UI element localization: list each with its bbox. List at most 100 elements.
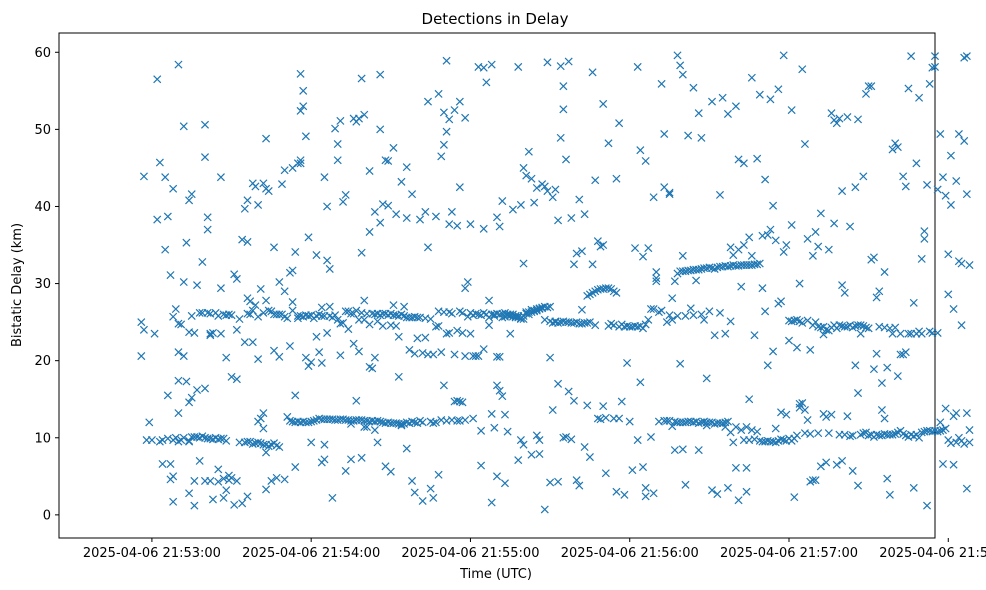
detection-point <box>792 343 801 352</box>
detection-point <box>264 306 273 315</box>
detection-point <box>668 422 677 431</box>
detection-point <box>535 436 544 445</box>
detection-point <box>341 466 350 475</box>
detection-point <box>774 85 783 94</box>
detection-point <box>612 288 621 297</box>
detection-point <box>808 476 817 485</box>
detection-point <box>548 193 557 202</box>
detection-point <box>769 201 778 210</box>
detection-point <box>291 247 300 256</box>
detection-point <box>755 90 764 99</box>
detection-point <box>739 159 748 168</box>
detection-point <box>442 329 451 338</box>
detection-point <box>219 474 228 483</box>
detection-point <box>254 355 263 364</box>
detection-point <box>938 459 947 469</box>
detection-point <box>543 303 552 312</box>
detection-point <box>482 78 491 87</box>
detection-point <box>323 328 332 337</box>
detection-point <box>392 321 401 331</box>
detection-point <box>139 325 148 334</box>
detection-point <box>458 398 467 407</box>
detection-point <box>169 497 178 506</box>
detection-point <box>506 329 515 338</box>
detection-point <box>384 156 393 166</box>
detection-point <box>423 97 433 106</box>
detection-point <box>174 348 183 357</box>
detection-point <box>835 114 844 123</box>
detection-point <box>304 233 313 242</box>
detection-point <box>166 271 175 280</box>
detection-point <box>814 242 823 251</box>
detection-point <box>532 183 541 192</box>
detection-point <box>190 501 199 510</box>
detection-point <box>203 213 212 222</box>
x-tick-label: 2025-04-06 21:58:00 <box>879 546 986 561</box>
detection-point <box>843 412 852 421</box>
detection-point <box>816 462 825 471</box>
detection-point <box>304 311 313 320</box>
y-tick-label: 40 <box>34 200 51 215</box>
detection-point <box>670 446 679 455</box>
detection-point <box>222 486 231 495</box>
detection-point <box>492 381 502 390</box>
detection-point <box>915 433 924 442</box>
detection-point <box>615 119 624 128</box>
detection-point <box>365 227 374 236</box>
detection-point <box>543 187 552 196</box>
detection-point <box>535 449 544 458</box>
detection-point <box>721 329 730 338</box>
detection-point <box>856 321 865 330</box>
detection-point <box>402 444 411 453</box>
detection-point <box>349 339 358 348</box>
detection-point <box>370 426 379 435</box>
detection-point <box>723 109 732 118</box>
detection-point <box>840 288 849 297</box>
detection-point <box>795 279 804 288</box>
detection-point <box>357 453 366 462</box>
detection-point <box>604 139 613 148</box>
detection-point <box>259 440 268 449</box>
detection-point <box>153 75 162 84</box>
detection-point <box>365 320 374 329</box>
detection-point <box>516 200 525 209</box>
detection-point <box>949 304 958 314</box>
x-axis-label: Time (UTC) <box>459 567 532 582</box>
detection-point <box>495 352 504 361</box>
detection-point <box>692 276 701 285</box>
detection-point <box>216 173 225 182</box>
detection-point <box>787 220 796 230</box>
detection-point <box>846 222 855 231</box>
detection-point <box>869 365 878 374</box>
detection-point <box>662 318 671 327</box>
detection-point <box>487 60 496 69</box>
detection-point <box>171 304 180 314</box>
detection-point <box>838 187 847 196</box>
detection-point <box>715 308 725 317</box>
detection-point <box>673 311 682 320</box>
detection-point <box>514 456 523 465</box>
detection-point <box>532 431 541 440</box>
detection-point <box>248 439 257 448</box>
detection-point <box>485 321 494 330</box>
detection-point <box>251 182 260 191</box>
detection-point <box>761 307 770 316</box>
detection-point <box>593 237 602 246</box>
detection-point <box>715 190 725 199</box>
detection-point <box>707 97 717 106</box>
detection-point <box>867 82 876 91</box>
detection-point <box>429 419 438 428</box>
detection-point <box>431 322 440 331</box>
detection-point <box>389 301 398 310</box>
detection-point <box>577 247 586 256</box>
detection-point <box>317 303 326 312</box>
detection-point <box>320 173 329 182</box>
detection-point <box>453 396 462 405</box>
x-tick-label: 2025-04-06 21:57:00 <box>720 546 858 561</box>
detection-point <box>442 127 451 136</box>
detection-point <box>376 218 385 227</box>
detection-point <box>827 410 836 419</box>
detection-point <box>312 332 321 341</box>
detection-point <box>851 183 860 192</box>
detection-point <box>697 133 706 142</box>
